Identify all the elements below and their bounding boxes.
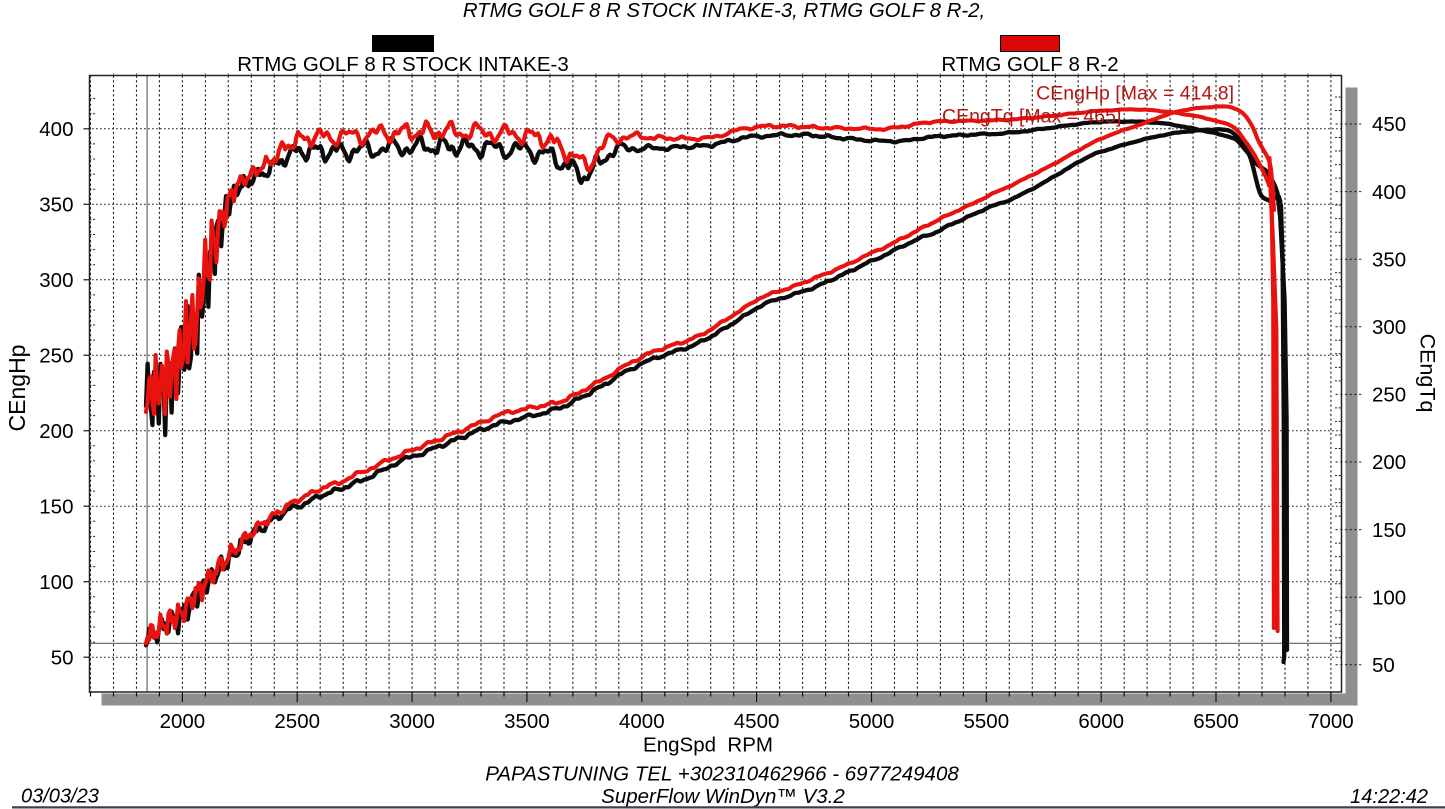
svg-text:100: 100 [1372, 586, 1406, 609]
svg-text:6000: 6000 [1078, 710, 1124, 733]
svg-text:3000: 3000 [389, 710, 435, 733]
svg-text:4000: 4000 [619, 710, 665, 733]
svg-text:CEngHp: CEngHp [4, 345, 30, 432]
svg-text:50: 50 [51, 646, 74, 669]
svg-text:400: 400 [39, 118, 73, 141]
svg-text:6500: 6500 [1193, 710, 1239, 733]
svg-text:150: 150 [39, 495, 73, 518]
svg-text:200: 200 [1372, 451, 1406, 474]
svg-text:PAPASTUNING TEL +302310462966: PAPASTUNING TEL +302310462966 - 69772494… [485, 763, 959, 786]
svg-text:14:22:42: 14:22:42 [1350, 786, 1428, 808]
svg-text:CEngHp [Max = 414.8]: CEngHp [Max = 414.8] [1036, 83, 1234, 105]
svg-text:250: 250 [1372, 384, 1406, 407]
svg-text:RTMG GOLF 8 R-2: RTMG GOLF 8 R-2 [941, 53, 1118, 76]
svg-text:350: 350 [1372, 248, 1406, 271]
svg-text:200: 200 [39, 420, 73, 443]
svg-text:300: 300 [1372, 316, 1406, 339]
svg-text:RTMG GOLF 8 R STOCK INTAKE-3,: RTMG GOLF 8 R STOCK INTAKE-3, RTMG GOLF … [463, 0, 985, 22]
svg-text:4500: 4500 [734, 710, 780, 733]
svg-text:RTMG GOLF 8 R STOCK INTAKE-3: RTMG GOLF 8 R STOCK INTAKE-3 [237, 53, 568, 76]
svg-text:03/03/23: 03/03/23 [21, 786, 99, 808]
svg-text:2000: 2000 [160, 710, 206, 733]
svg-text:5500: 5500 [963, 710, 1009, 733]
svg-text:350: 350 [39, 194, 73, 217]
svg-text:CEngTq: CEngTq [1416, 334, 1440, 413]
svg-text:50: 50 [1372, 654, 1395, 677]
svg-text:2500: 2500 [274, 710, 320, 733]
svg-text:400: 400 [1372, 181, 1406, 204]
svg-text:250: 250 [39, 344, 73, 367]
svg-text:100: 100 [39, 571, 73, 594]
svg-text:450: 450 [1372, 113, 1406, 136]
svg-text:SuperFlow WinDyn™ V3.2: SuperFlow WinDyn™ V3.2 [601, 785, 845, 808]
svg-text:CEngTq [Max = 465]: CEngTq [Max = 465] [942, 106, 1121, 128]
svg-text:5000: 5000 [849, 710, 895, 733]
svg-text:300: 300 [39, 269, 73, 292]
svg-text:EngSpd RPM: EngSpd RPM [643, 734, 773, 757]
svg-text:7000: 7000 [1308, 710, 1354, 733]
svg-text:150: 150 [1372, 519, 1406, 542]
svg-text:3500: 3500 [504, 710, 550, 733]
